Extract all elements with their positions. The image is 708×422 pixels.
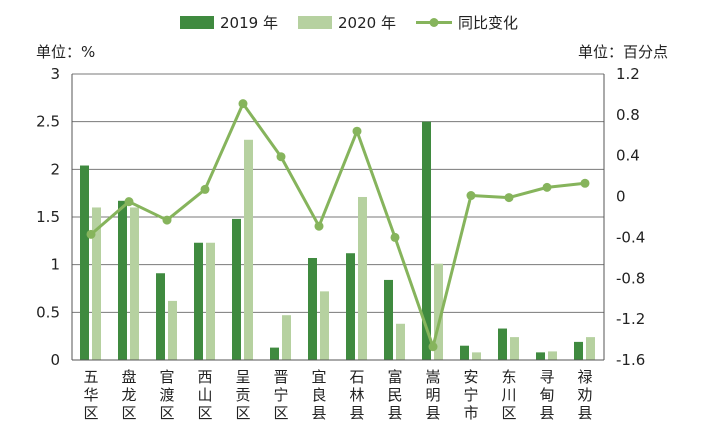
yoy-point (504, 193, 514, 203)
legend: 2019 年 2020 年 同比变化 (180, 14, 518, 32)
category-label: 五华区 (83, 368, 98, 422)
right-axis-ticks: -1.6 -1.2 -0.8 -0.4 0 0.4 0.8 1.2 (616, 65, 645, 369)
left-axis-ticks: 0 0.5 1 1.5 2 2.5 3 (36, 65, 60, 369)
left-tick-label: 2 (50, 160, 60, 178)
yoy-line-path (90, 102, 586, 349)
bar-2020 (244, 139, 253, 360)
category-label: 石林县 (349, 368, 364, 422)
right-tick-label: 0.4 (616, 147, 640, 165)
left-tick-label: 0.5 (36, 303, 60, 321)
bar-2020 (472, 352, 481, 360)
yoy-point (466, 191, 476, 201)
category-label: 东川区 (501, 368, 516, 422)
legend-swatch-marker (429, 18, 439, 27)
category-label: 嵩明县 (425, 368, 440, 422)
yoy-point (314, 221, 324, 231)
bar-2019 (156, 273, 165, 360)
yoy-point (276, 152, 286, 162)
bar-2019 (460, 345, 469, 360)
yoy-line (86, 99, 590, 352)
bar-2020 (358, 196, 367, 360)
left-tick-label: 2.5 (36, 113, 60, 131)
bar-2019 (422, 121, 431, 361)
right-tick-label: -1.2 (616, 310, 645, 328)
right-tick-label: 1.2 (616, 65, 640, 83)
bar-2020 (168, 300, 177, 360)
category-label: 晋宁区 (273, 368, 288, 422)
bar-2019 (384, 279, 393, 360)
category-label: 富民县 (387, 368, 402, 422)
bar-2020 (92, 207, 101, 360)
category-labels: 五华区 盘龙区 官渡区 西山区 呈贡区 晋宁区 宜良县 石林县 富民县 嵩明县 安宁市 东川区 寻甸县 禄… (83, 368, 592, 422)
yoy-point (580, 178, 590, 188)
bar-2020 (206, 242, 215, 360)
bar-2020 (434, 263, 443, 360)
bar-2019 (80, 165, 89, 360)
yoy-point (86, 229, 96, 239)
right-tick-label: -1.6 (616, 351, 645, 369)
bar-2020 (282, 315, 291, 360)
legend-swatch-2019 (180, 16, 214, 29)
bar-2019 (308, 257, 317, 360)
category-label: 寻甸县 (539, 368, 554, 422)
bar-2019 (574, 341, 583, 360)
bar-2019 (346, 253, 355, 360)
left-tick-label: 1 (50, 256, 60, 274)
legend-label: 2020 年 (338, 14, 396, 32)
yoy-point (200, 184, 210, 194)
bar-2019 (118, 200, 127, 360)
legend-label: 2019 年 (220, 14, 278, 32)
yoy-point (352, 126, 362, 136)
category-label: 安宁市 (463, 368, 478, 422)
left-tick-label: 0 (50, 351, 60, 369)
left-axis-unit-label: 单位：% (36, 43, 95, 61)
right-tick-label: -0.8 (616, 269, 645, 287)
bars (80, 121, 595, 361)
left-tick-label: 1.5 (36, 208, 60, 226)
yoy-point (390, 232, 400, 242)
bar-2020 (548, 351, 557, 360)
category-label: 禄劝县 (577, 368, 592, 422)
legend-swatch-2020 (298, 16, 332, 29)
yoy-point (124, 197, 134, 207)
category-label: 盘龙区 (121, 368, 136, 422)
bar-2019 (498, 328, 507, 360)
bar-2019 (232, 218, 241, 360)
left-tick-label: 3 (50, 65, 60, 83)
yoy-point (428, 342, 438, 352)
right-tick-label: -0.4 (616, 228, 645, 246)
yoy-point (162, 215, 172, 225)
yoy-point (542, 182, 552, 192)
bar-2019 (194, 242, 203, 360)
bar-2020 (320, 291, 329, 360)
bar-2020 (396, 323, 405, 360)
category-label: 呈贡区 (235, 368, 250, 422)
category-label: 西山区 (197, 368, 212, 422)
category-label: 宜良县 (311, 368, 326, 422)
bar-2019 (270, 347, 279, 360)
right-axis-unit-label: 单位：百分点 (578, 43, 668, 61)
yoy-point (238, 99, 248, 109)
right-tick-label: 0 (616, 188, 626, 206)
bar-2020 (130, 207, 139, 360)
bar-2020 (510, 337, 519, 360)
category-label: 官渡区 (159, 368, 174, 422)
right-tick-label: 0.8 (616, 106, 640, 124)
legend-label: 同比变化 (458, 14, 518, 32)
bar-2019 (536, 352, 545, 360)
bar-2020 (586, 337, 595, 360)
axes (71, 74, 605, 361)
